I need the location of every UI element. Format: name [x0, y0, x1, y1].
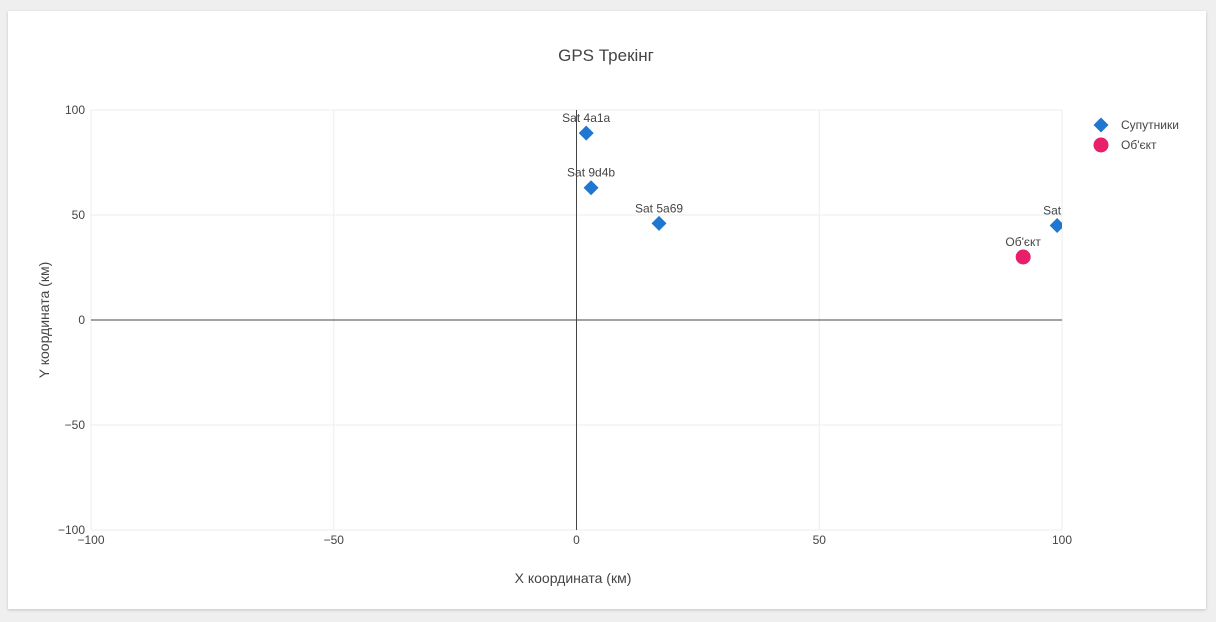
satellite-point — [651, 215, 667, 231]
satellite-point — [583, 180, 599, 196]
point-label: Sat 9d4b — [567, 166, 615, 180]
point-label: Об'єкт — [1005, 235, 1041, 249]
satellite-point — [578, 125, 594, 141]
y-tick-label: 50 — [72, 208, 86, 222]
point-label: Sat b — [1043, 204, 1071, 218]
chart-title: GPS Трекінг — [558, 46, 654, 65]
y-tick-label: 100 — [65, 103, 85, 117]
y-tick-label: −100 — [58, 523, 85, 537]
legend-circle-icon — [1093, 137, 1109, 153]
legend-label: Супутники — [1121, 118, 1179, 132]
y-tick-label: −50 — [65, 418, 86, 432]
x-tick-label: −50 — [324, 533, 345, 547]
y-tick-label: 0 — [78, 313, 85, 327]
legend-diamond-icon — [1093, 117, 1109, 133]
x-tick-labels: −100 −50 0 50 100 — [77, 533, 1072, 547]
legend-label: Об'єкт — [1121, 138, 1157, 152]
x-tick-label: 100 — [1052, 533, 1072, 547]
scatter-chart[interactable]: GPS Трекінг −100 −50 0 50 100 −100−50050100 … — [8, 11, 1206, 609]
object-point — [1015, 249, 1031, 265]
y-tick-labels: −100 −50 0 50 100 — [58, 103, 85, 537]
x-tick-label: 0 — [573, 533, 580, 547]
chart-card: GPS Трекінг −100 −50 0 50 100 −100 −50 0 50 100 … — [8, 11, 1206, 609]
axes — [91, 110, 1062, 530]
y-axis-label: Y координата (км) — [36, 262, 52, 379]
satellite-point — [1049, 218, 1062, 233]
legend[interactable]: Супутники Об'єкт — [1093, 117, 1179, 153]
point-label: Sat 5a69 — [635, 201, 683, 215]
x-tick-label: 50 — [813, 533, 827, 547]
x-axis-label: X координата (км) — [515, 570, 632, 586]
point-label: Sat 4a1a — [562, 111, 610, 125]
data-points: Sat 4a1a Sat 9d4b Sat 5a69 Sat b Об'єкт — [562, 111, 1071, 265]
x-tick-label: −100 — [77, 533, 104, 547]
